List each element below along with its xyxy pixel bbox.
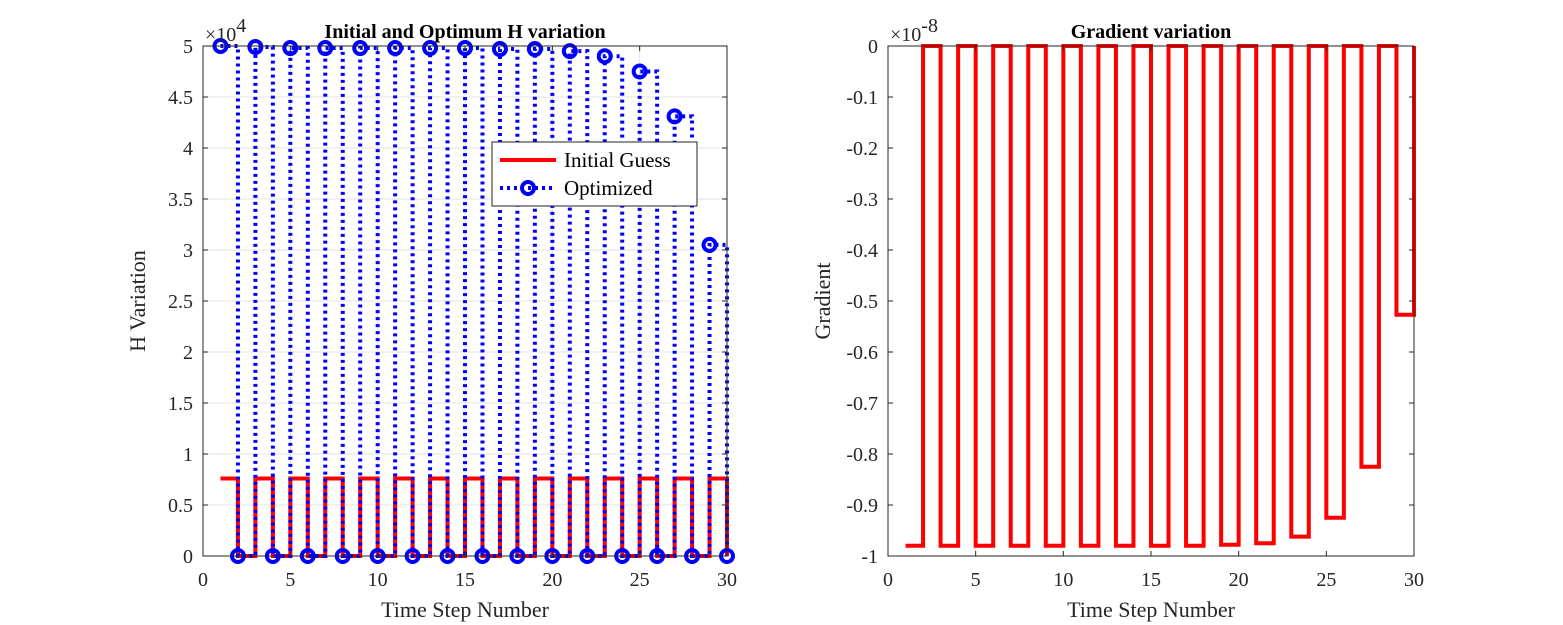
x-tick-label: 0 [883, 569, 893, 591]
y-tick-label: -0.2 [846, 138, 878, 160]
y-tick-label: -0.8 [846, 444, 878, 466]
x-tick-label: 25 [630, 569, 650, 591]
x-tick-label: 0 [198, 569, 208, 591]
series-marker-optimized [317, 40, 334, 57]
gradient-plot: 0 5 10 15 20 25 30 -1-0.9-0.8-0.7-0.6-0.5-0.4-… [810, 15, 1424, 622]
y-tick-label: -0.4 [846, 240, 878, 262]
h-plot-y-ticks: 0 0.5 1 1.5 2 2.5 3 3.5 4 4.5 5 [168, 36, 727, 568]
h-plot-y-axis-label: H Variation [125, 250, 150, 352]
y-tick-label: -0.3 [846, 189, 878, 211]
h-plot-title: Initial and Optimum H variation [324, 21, 605, 43]
gradient-plot-title: Gradient variation [1071, 21, 1232, 43]
series-marker-optimized [526, 41, 543, 58]
y-tick-label: 1.5 [168, 393, 193, 415]
series-marker-optimized [352, 40, 369, 57]
h-plot-legend: Initial Guess Optimized [491, 141, 698, 207]
y-tick-label: 2.5 [168, 291, 193, 313]
x-tick-label: 30 [1404, 569, 1424, 591]
series-marker-optimized [631, 63, 648, 80]
x-tick-label: 10 [368, 569, 388, 591]
gradient-plot-y-multiplier-exponent: -8 [921, 15, 938, 37]
x-tick-label: 10 [1053, 569, 1073, 591]
series-marker-optimized [387, 40, 404, 57]
series-marker-optimized [666, 108, 683, 125]
gradient-plot-y-ticks: -1 -0.9 -0.8 -0.7 -0.6 -0.5 -0.4 -0.3 -0.2 -0.1 0 [846, 36, 1414, 568]
y-tick-label: -0.6 [846, 342, 878, 364]
y-tick-label: -0.9 [846, 495, 878, 517]
h-plot-x-axis-label: Time Step Number [381, 597, 550, 622]
x-tick-label: 30 [717, 569, 737, 591]
series-marker-optimized [457, 40, 473, 57]
y-tick-label: 0 [183, 546, 193, 568]
h-variation-plot: 0 5 10 15 20 25 30 0 0.5 1 1.5 2 2.5 3 3.5 4 4.5 5 Initi… [125, 15, 737, 622]
series-marker-optimized [596, 48, 613, 65]
y-tick-label: 0.5 [168, 495, 193, 517]
h-plot-y-multiplier: ×104 [205, 15, 246, 46]
series-marker-optimized [561, 43, 578, 60]
gradient-plot-y-axis-label: Gradient [810, 263, 835, 340]
gradient-plot-x-ticks: 0 5 10 15 20 25 30 [883, 46, 1424, 591]
x-tick-label: 5 [285, 569, 295, 591]
h-plot-x-ticks: 0 5 10 15 20 25 30 [198, 46, 737, 591]
y-tick-label: -0.5 [846, 291, 878, 313]
y-tick-label: 4.5 [168, 87, 193, 109]
y-tick-label: 3.5 [168, 189, 193, 211]
x-tick-label: 15 [1141, 569, 1161, 591]
y-tick-label: 4 [183, 138, 193, 160]
series-marker-optimized [247, 39, 264, 56]
x-tick-label: 15 [455, 569, 475, 591]
h-plot-y-multiplier-exponent: 4 [236, 15, 246, 37]
legend-marker-optimized [520, 180, 536, 196]
series-marker-optimized [491, 41, 508, 58]
y-tick-label: 2 [183, 342, 193, 364]
y-tick-label: 0 [868, 36, 878, 58]
x-tick-label: 5 [971, 569, 981, 591]
y-tick-label: 5 [183, 36, 193, 58]
y-tick-label: -0.1 [846, 87, 878, 109]
y-tick-label: 1 [183, 444, 193, 466]
h-plot-y-multiplier-base: ×10 [205, 24, 236, 46]
gradient-plot-series [905, 44, 1416, 548]
x-tick-label: 25 [1316, 569, 1336, 591]
series-marker-optimized [282, 40, 299, 57]
gradient-plot-x-axis-label: Time Step Number [1067, 597, 1236, 622]
y-tick-label: 3 [183, 240, 193, 262]
gradient-plot-y-multiplier-base: ×10 [890, 24, 921, 46]
x-tick-label: 20 [1229, 569, 1249, 591]
y-tick-label: -0.7 [846, 393, 878, 415]
legend-label-optimized: Optimized [564, 176, 653, 200]
y-tick-label: -1 [861, 546, 878, 568]
legend-label-initial-guess: Initial Guess [564, 148, 671, 172]
series-marker-optimized [701, 236, 718, 253]
gradient-plot-y-multiplier: ×10-8 [890, 15, 938, 46]
series-marker-optimized [422, 40, 439, 57]
x-tick-label: 20 [542, 569, 562, 591]
series-line-gradient [905, 44, 1416, 548]
